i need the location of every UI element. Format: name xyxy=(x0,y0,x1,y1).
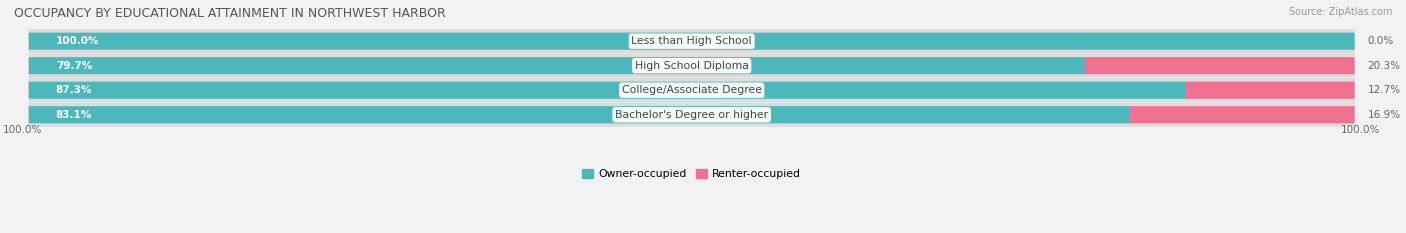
FancyBboxPatch shape xyxy=(28,29,1355,53)
Text: 0.0%: 0.0% xyxy=(1367,36,1393,46)
FancyBboxPatch shape xyxy=(28,57,1085,74)
FancyBboxPatch shape xyxy=(1129,106,1354,123)
Legend: Owner-occupied, Renter-occupied: Owner-occupied, Renter-occupied xyxy=(578,164,806,183)
FancyBboxPatch shape xyxy=(1185,82,1354,99)
Text: OCCUPANCY BY EDUCATIONAL ATTAINMENT IN NORTHWEST HARBOR: OCCUPANCY BY EDUCATIONAL ATTAINMENT IN N… xyxy=(14,7,446,20)
Text: 83.1%: 83.1% xyxy=(56,110,91,120)
FancyBboxPatch shape xyxy=(28,54,1355,78)
FancyBboxPatch shape xyxy=(28,78,1355,102)
Text: 12.7%: 12.7% xyxy=(1367,85,1400,95)
Text: 100.0%: 100.0% xyxy=(56,36,100,46)
FancyBboxPatch shape xyxy=(28,103,1355,127)
FancyBboxPatch shape xyxy=(28,33,1354,50)
Text: Source: ZipAtlas.com: Source: ZipAtlas.com xyxy=(1288,7,1392,17)
Text: High School Diploma: High School Diploma xyxy=(634,61,748,71)
Text: 16.9%: 16.9% xyxy=(1367,110,1400,120)
Text: College/Associate Degree: College/Associate Degree xyxy=(621,85,762,95)
Text: 100.0%: 100.0% xyxy=(1341,125,1381,135)
FancyBboxPatch shape xyxy=(28,33,1354,50)
Text: 100.0%: 100.0% xyxy=(3,125,42,135)
FancyBboxPatch shape xyxy=(28,106,1130,123)
FancyBboxPatch shape xyxy=(28,57,1354,74)
Text: 79.7%: 79.7% xyxy=(56,61,93,71)
FancyBboxPatch shape xyxy=(28,82,1187,99)
FancyBboxPatch shape xyxy=(1084,57,1354,74)
Text: Bachelor's Degree or higher: Bachelor's Degree or higher xyxy=(614,110,768,120)
FancyBboxPatch shape xyxy=(28,82,1354,99)
Text: 20.3%: 20.3% xyxy=(1367,61,1400,71)
Text: 87.3%: 87.3% xyxy=(56,85,93,95)
FancyBboxPatch shape xyxy=(28,106,1354,123)
Text: Less than High School: Less than High School xyxy=(631,36,752,46)
